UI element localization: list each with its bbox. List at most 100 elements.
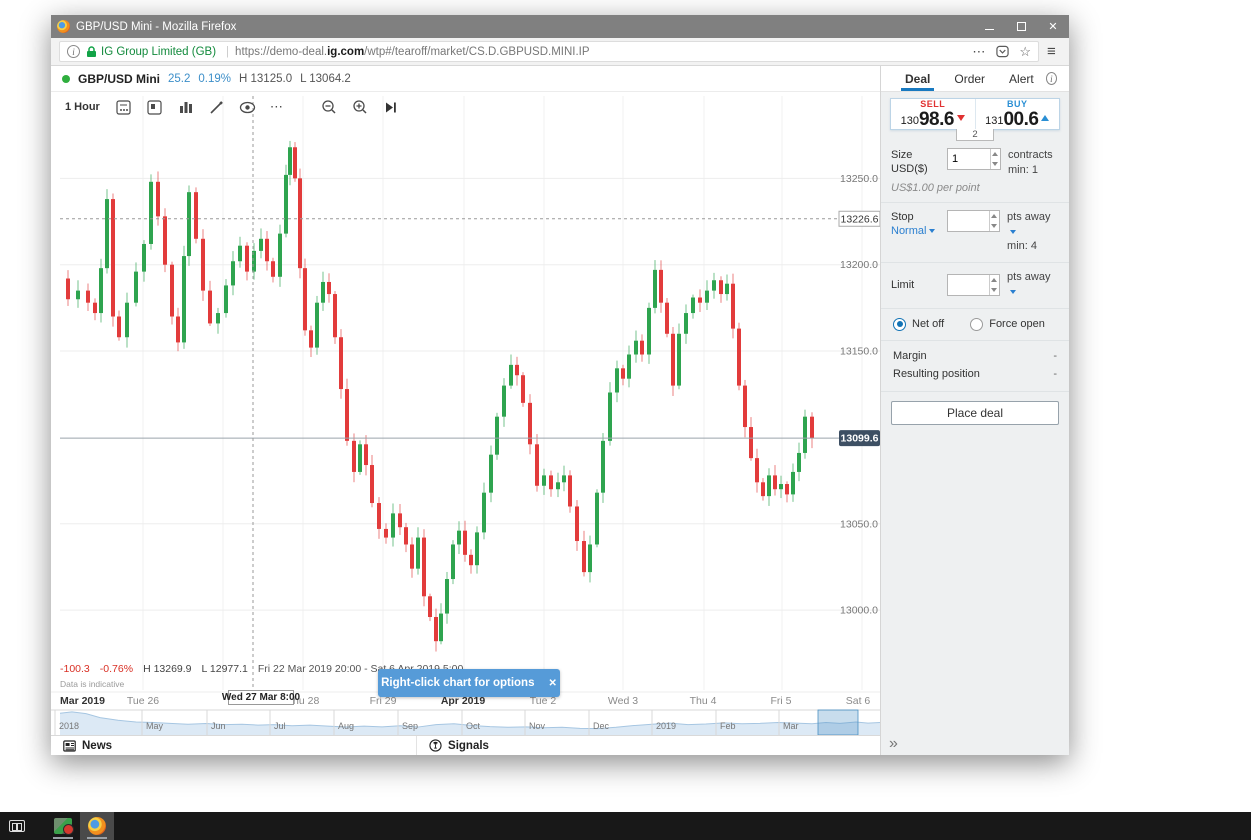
navigator-selection[interactable] (817, 709, 859, 735)
stop-min: min: 4 (1007, 240, 1038, 253)
candle-bodies (66, 147, 814, 642)
address-bar[interactable]: i IG Group Limited (GB) | https://demo-d… (59, 41, 1039, 62)
chevron-down-icon (1010, 290, 1017, 295)
tab-news-label: News (82, 739, 113, 752)
svg-text:13250.0: 13250.0 (840, 173, 878, 185)
x-gridlines (142, 96, 863, 690)
stop-stepper-down[interactable] (990, 221, 999, 231)
media-app-icon (54, 818, 74, 835)
lock-icon (87, 45, 96, 57)
limit-input[interactable] (947, 275, 989, 296)
page-info-icon[interactable]: i (67, 45, 80, 58)
svg-text:13050.0: 13050.0 (840, 518, 878, 530)
position-mode-row: Net off Force open (881, 309, 1069, 341)
ticket-tabs: Deal Order Alert i (881, 66, 1069, 92)
url-text[interactable]: https://demo-deal.ig.com/wtp#/tearoff/ma… (235, 45, 590, 58)
size-unit: contracts (1008, 149, 1053, 161)
zoom-out-icon[interactable] (320, 98, 338, 116)
limit-unit-dropdown[interactable]: pts away (1007, 270, 1059, 300)
bookmark-star-icon[interactable]: ☆ (1019, 43, 1031, 59)
force-open-radio[interactable]: Force open (970, 317, 1045, 331)
browser-content: GBP/USD Mini 25.2 0.19% H 13125.0 L 1306… (51, 66, 1069, 755)
taskbar-firefox-button[interactable] (80, 812, 114, 840)
site-identity-label[interactable]: IG Group Limited (GB) (101, 45, 217, 58)
instrument-header: GBP/USD Mini 25.2 0.19% H 13125.0 L 1306… (51, 66, 880, 92)
margin-value: - (1053, 349, 1057, 362)
chart-region[interactable]: 13250.0 13200.0 13150.0 13050.0 13000.0 Mar 2… (51, 92, 880, 735)
deal-ticket-panel: Deal Order Alert i SELL 130 98.6 BUY 131 0… (880, 66, 1069, 755)
svg-text:Thu 4: Thu 4 (690, 695, 717, 707)
buy-button[interactable]: BUY 131 00.6 (974, 99, 1060, 129)
radio-icon (970, 317, 984, 331)
instrument-name[interactable]: GBP/USD Mini (78, 71, 161, 86)
page-actions-icon[interactable]: ⋯ (972, 43, 987, 59)
svg-text:Dec: Dec (593, 721, 610, 731)
more-tools-icon[interactable]: ⋯ (269, 99, 284, 114)
task-view-icon (9, 820, 25, 832)
tab-order[interactable]: Order (954, 71, 986, 86)
pocket-icon[interactable] (996, 45, 1010, 58)
close-button[interactable]: ✕ (1048, 21, 1058, 33)
task-view-button[interactable] (0, 812, 34, 840)
stop-label: Stop (891, 210, 914, 223)
svg-text:Mar: Mar (783, 721, 799, 731)
place-deal-button[interactable]: Place deal (891, 400, 1059, 425)
window-titlebar[interactable]: GBP/USD Mini - Mozilla Firefox ✕ (51, 15, 1069, 38)
day-high: H 13125.0 (239, 72, 293, 85)
chart-hint-tooltip[interactable]: Right-click chart for options ✕ (378, 669, 560, 697)
margin-block: Margin - Resulting position - (881, 341, 1069, 392)
minimize-button[interactable] (973, 15, 1005, 38)
sell-button[interactable]: SELL 130 98.6 (891, 99, 975, 129)
svg-text:Tue 26: Tue 26 (127, 695, 159, 707)
zoom-in-icon[interactable] (351, 98, 369, 116)
menu-icon[interactable]: ≡ (1047, 43, 1056, 60)
size-input-wrap (947, 148, 1001, 170)
tab-deal[interactable]: Deal (893, 66, 942, 91)
tab-alert[interactable]: Alert (1009, 71, 1034, 86)
net-off-label: Net off (912, 318, 945, 331)
stop-unit-dropdown[interactable]: pts away (1007, 210, 1059, 240)
tooltip-text: Right-click chart for options (381, 677, 535, 689)
indicators-icon[interactable] (177, 98, 195, 116)
ticket-info-icon[interactable]: i (1045, 72, 1057, 85)
limit-stepper-up[interactable] (990, 275, 999, 285)
size-stepper-down[interactable] (991, 159, 1000, 169)
size-currency: USD($) (891, 163, 928, 176)
stop-input[interactable] (947, 210, 989, 231)
net-off-radio[interactable]: Net off (893, 317, 945, 331)
go-to-latest-icon[interactable] (382, 98, 400, 116)
interval-selector[interactable]: 1 Hour (65, 101, 100, 113)
chevron-down-icon (929, 229, 936, 234)
size-input[interactable] (948, 149, 990, 169)
tab-news[interactable]: News (51, 736, 124, 755)
price-change-pct: 0.19% (198, 72, 232, 85)
tab-signals-label: Signals (448, 739, 489, 752)
y-gridlines (60, 177, 880, 611)
limit-input-wrap (946, 274, 1001, 297)
taskbar-app-button[interactable] (46, 812, 80, 840)
svg-text:2019: 2019 (656, 721, 676, 731)
expand-panel-icon[interactable]: » (889, 735, 898, 752)
candle-wicks (67, 140, 813, 652)
size-section: Size USD($) contracts min: 1 US$1.00 per p… (881, 141, 1069, 203)
stop-type-dropdown[interactable]: Normal (891, 224, 947, 238)
size-stepper-up[interactable] (991, 149, 1000, 159)
svg-text:Thu 28: Thu 28 (287, 695, 320, 707)
view-options-icon[interactable] (239, 98, 257, 116)
candlestick-chart[interactable]: 13250.0 13200.0 13150.0 13050.0 13000.0 Mar 2… (51, 92, 880, 735)
firefox-icon (88, 817, 106, 835)
radio-selected-icon (893, 317, 906, 331)
stop-stepper-up[interactable] (990, 211, 999, 221)
chevron-down-icon (1010, 229, 1017, 234)
svg-text:Sep: Sep (402, 721, 418, 731)
chart-toolbar: 1 Hour ⋯ (65, 98, 400, 116)
draw-tool-icon[interactable] (208, 98, 226, 116)
limit-stepper-down[interactable] (990, 285, 999, 295)
tearoff-panel-icon[interactable] (146, 98, 164, 116)
tab-signals[interactable]: Signals (417, 736, 501, 755)
tooltip-close-icon[interactable]: ✕ (548, 677, 557, 689)
stop-stepper (988, 210, 999, 231)
svg-text:13226.6: 13226.6 (841, 213, 879, 225)
maximize-button[interactable] (1005, 15, 1037, 38)
chart-type-icon[interactable] (115, 98, 133, 116)
